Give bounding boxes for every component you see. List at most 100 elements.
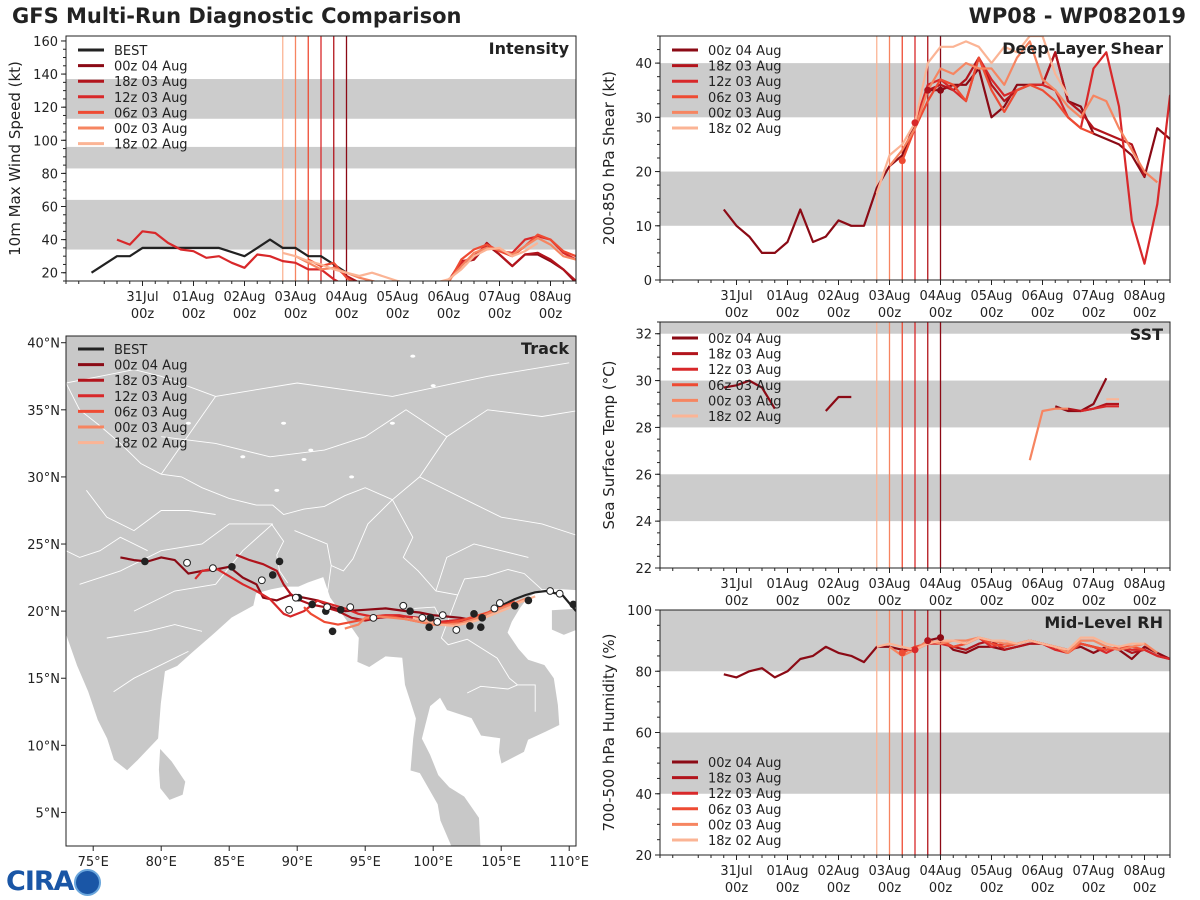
track-point-open [323, 603, 332, 612]
shear-xtick-label: 00z [776, 306, 800, 321]
track-point-filled [426, 614, 435, 622]
sst-xtick-label: 00z [1133, 594, 1157, 609]
shear-xtick-label: 05Aug [971, 289, 1013, 304]
intensity-legend-label: 12z 03 Aug [114, 91, 188, 106]
track-point-filled [511, 601, 519, 610]
intensity-series-line [307, 233, 576, 281]
track-point-filled [470, 610, 478, 618]
intensity-legend-label: 06z 03 Aug [114, 106, 188, 121]
track-xtick-label: 105°E [481, 855, 521, 870]
track-point-filled [275, 557, 284, 566]
track-land [551, 607, 576, 636]
track-point-filled [228, 563, 236, 571]
intensity-xtick-label: 01Aug [173, 290, 215, 305]
sst-xtick-label: 03Aug [869, 577, 911, 592]
rh-series-line [723, 636, 1170, 679]
cira-logo-text: CIRA [6, 866, 75, 897]
rh-xtick-label: 01Aug [767, 864, 809, 879]
shear-xtick-label: 00z [980, 306, 1004, 321]
rh-xtick-label: 04Aug [920, 864, 962, 879]
track-legend-label: 06z 03 Aug [114, 405, 188, 420]
sst-xtick-label: 31Jul [720, 577, 752, 592]
sst-ytick-label: 24 [635, 515, 652, 530]
intensity-xtick-label: 00z [386, 307, 410, 322]
track-point-open [208, 564, 217, 573]
shear-ytick-label: 10 [635, 220, 652, 235]
intensity-xtick-label: 05Aug [377, 290, 419, 305]
track-lake [349, 475, 355, 479]
rh-xtick-label: 08Aug [1124, 864, 1166, 879]
track-lake [308, 448, 314, 452]
track-ytick-label: 5°N [36, 806, 61, 821]
track-point-open [438, 611, 447, 620]
shear-xtick-label: 02Aug [818, 289, 860, 304]
intensity-ytick-label: 20 [41, 267, 58, 282]
track-title: Track [521, 339, 569, 358]
sst-ytick-label: 22 [635, 562, 652, 577]
track-xtick-label: 95°E [350, 855, 381, 870]
intensity-ylabel: 10m Max Wind Speed (kt) [6, 61, 24, 256]
track-frame [65, 335, 577, 847]
sst-legend-label: 00z 03 Aug [708, 394, 782, 409]
rh-xtick-label: 00z [1082, 881, 1106, 896]
intensity-xtick-label: 07Aug [479, 290, 521, 305]
sst-xtick-label: 04Aug [920, 577, 962, 592]
sst-xtick-label: 08Aug [1124, 577, 1166, 592]
sst-xtick-label: 00z [878, 594, 902, 609]
track-land [158, 747, 187, 801]
track-point-filled [425, 623, 433, 632]
rh-xtick-label: 31Jul [720, 864, 752, 879]
track-border [160, 362, 570, 475]
shear-xtick-label: 00z [878, 306, 902, 321]
rh-marker [937, 634, 944, 642]
shear-xtick-label: 06Aug [1022, 289, 1064, 304]
shear-xtick-label: 00z [1133, 306, 1157, 321]
rh-title: Mid-Level RH [1044, 613, 1163, 632]
track-border [133, 523, 274, 612]
intensity-xtick-label: 00z [335, 307, 359, 322]
rh-xtick-label: 07Aug [1073, 864, 1115, 879]
track-point-open [433, 617, 442, 626]
rh-xtick-label: 00z [776, 881, 800, 896]
intensity-ytick-label: 80 [41, 167, 58, 182]
rh-xtick-label: 00z [929, 881, 953, 896]
track-border [106, 624, 203, 639]
intensity-ytick-label: 120 [33, 101, 58, 116]
rh-xtick-label: 00z [980, 881, 1004, 896]
track-legend-label: 00z 04 Aug [114, 359, 188, 374]
intensity-legend-label: 18z 03 Aug [114, 75, 188, 90]
intensity-series-line [282, 241, 539, 281]
track-point-filled [406, 607, 414, 615]
rh-marker [911, 646, 919, 654]
track-point-filled [268, 571, 277, 579]
track-land [66, 336, 576, 846]
track-ytick-label: 40°N [27, 337, 60, 352]
track-border [271, 523, 289, 584]
track-xtick-label: 85°E [214, 855, 245, 870]
figure-title: GFS Multi-Run Diagnostic Comparison [12, 4, 462, 28]
track-point-filled [477, 623, 485, 632]
track-legend-label: 12z 03 Aug [114, 390, 188, 405]
track-border [392, 409, 576, 501]
track-border [113, 650, 189, 693]
track-xtick-label: 75°E [78, 855, 109, 870]
intensity-xtick-label: 00z [488, 307, 512, 322]
track-ytick-label: 15°N [27, 672, 60, 687]
track-xtick-label: 110°E [549, 855, 589, 870]
cira-logo: CIRA [4, 866, 112, 898]
shear-xtick-label: 00z [1082, 306, 1106, 321]
track-series-line [120, 556, 475, 622]
track-lake [281, 421, 287, 425]
intensity-title: Intensity [489, 39, 570, 58]
shear-xtick-label: 00z [1031, 306, 1055, 321]
intensity-xtick-label: 00z [131, 307, 155, 322]
track-point-filled [524, 596, 533, 605]
shear-xtick-label: 04Aug [920, 289, 962, 304]
track-lake [301, 457, 307, 461]
track-border [419, 476, 576, 536]
intensity-legend-label: 00z 03 Aug [114, 122, 188, 137]
sst-xtick-label: 00z [725, 594, 749, 609]
sst-title: SST [1130, 325, 1163, 344]
track-point-open [183, 558, 191, 567]
